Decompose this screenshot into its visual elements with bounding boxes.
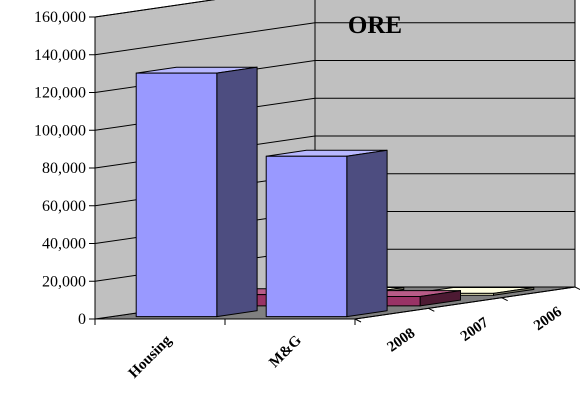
- bar-front: [265, 155, 348, 318]
- y-tick-label: 100,000: [34, 122, 86, 139]
- y-tick-label: 80,000: [42, 160, 86, 177]
- depth-category-label: 2007: [458, 314, 492, 345]
- depth-tick-mark: [428, 307, 435, 312]
- bar-2008-housing: [135, 66, 258, 318]
- y-tick-label: 40,000: [42, 236, 86, 253]
- axes: [89, 16, 580, 325]
- bars: [135, 66, 535, 318]
- y-tick-label: 160,000: [34, 9, 86, 26]
- bar-2008-mg: [265, 149, 388, 318]
- depth-category-label: 2006: [531, 304, 565, 335]
- x-category-label: M&G: [266, 332, 305, 371]
- depth-tick-mark: [354, 318, 362, 323]
- bar-front: [135, 72, 218, 318]
- depth-tick-mark: [501, 297, 508, 302]
- depth-category-label: 2008: [384, 325, 418, 355]
- y-tick-label: 140,000: [34, 47, 86, 64]
- chart-title: ORE: [348, 12, 402, 39]
- depth-tick-mark: [574, 286, 580, 291]
- bar-side: [346, 149, 388, 318]
- bar-side: [216, 66, 258, 318]
- y-tick-label: 60,000: [42, 198, 86, 215]
- y-tick-label: 20,000: [42, 273, 86, 290]
- gridline: [94, 22, 575, 56]
- y-tick-label: 120,000: [34, 85, 86, 102]
- x-category-label: Housing: [126, 332, 175, 381]
- y-tick-label: 0: [78, 311, 86, 328]
- gridline: [94, 0, 216, 18]
- depth-axis: [354, 286, 576, 320]
